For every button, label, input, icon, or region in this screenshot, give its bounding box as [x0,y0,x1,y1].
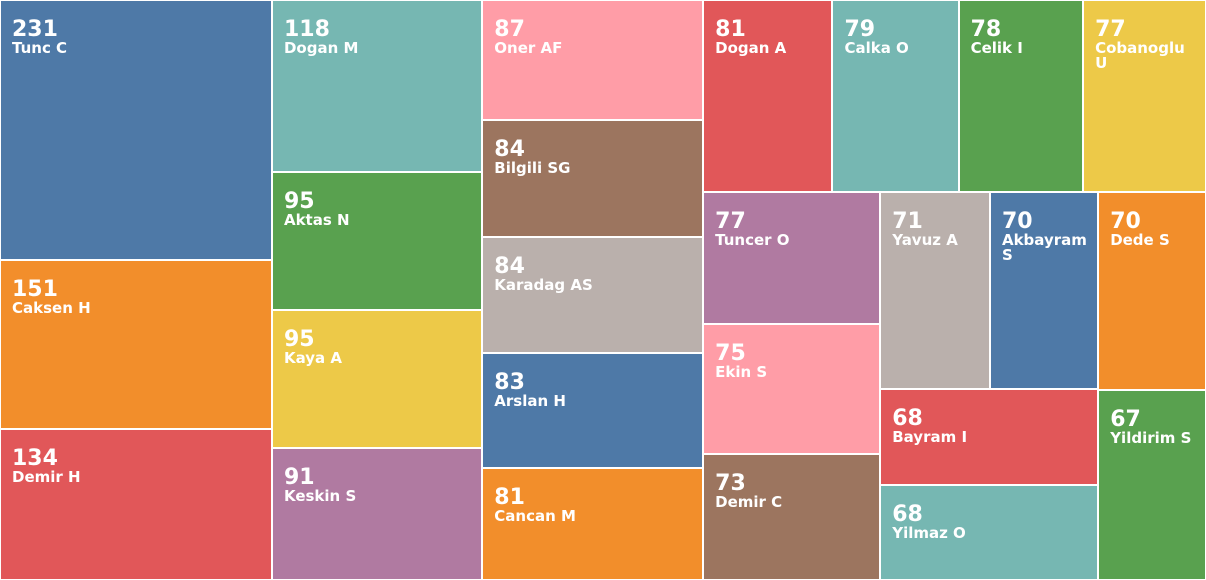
tile: 81 Dogan A [704,1,832,191]
tile-value: 95 [283,326,315,352]
tile-value: 95 [283,188,315,214]
tile-label: Ekin S [715,363,768,382]
tile-value: 68 [892,501,923,527]
tile: 151 Caksen H [1,260,271,429]
tile-value: 87 [494,17,525,42]
tile: 79 Calka O [833,1,958,191]
tile-value: 78 [970,17,1002,42]
tile-label: Calka O [844,39,909,57]
tile: 84 Karadag AS [483,237,703,352]
tile-value: 77 [715,208,746,234]
tile-label: Tunc C [12,39,68,57]
tile-label: Akbayram S [1001,230,1087,264]
tile-label: Dogan A [715,39,787,57]
tile: 81 Cancan M [483,468,703,579]
tile-label: Keskin S [283,486,357,505]
tile: 68 Yilmaz O [881,485,1098,579]
tile-label: Bilgili SG [494,159,571,178]
tile: 73 Demir C [704,454,880,579]
tile-value: 84 [494,137,525,163]
tile-value: 75 [715,341,746,367]
tile-label: Yildirim S [1110,429,1192,447]
tile-label: Dogan M [283,39,359,57]
tile-value: 84 [494,253,525,279]
tile-label: Cobanoglu U [1095,39,1185,72]
tile-value: 83 [494,369,525,395]
tile-label: Tuncer O [715,230,790,249]
tile-label: Dede S [1110,230,1170,249]
tile: 71 Yavuz A [881,192,989,389]
tile-label: Celik I [970,39,1023,57]
tile-value: 81 [715,17,746,42]
tile: 70 Dede S [1099,192,1205,389]
tile: 77 Cobanoglu U [1084,1,1205,191]
tile-value: 118 [283,17,330,42]
tile-label: Yilmaz O [892,523,966,542]
tile-value: 67 [1110,407,1141,432]
tile-label: Arslan H [494,391,566,410]
tile-value: 91 [283,464,315,490]
tile: 87 Oner AF [483,1,703,120]
tile-label: Caksen H [12,298,91,317]
tile-label: Karadag AS [494,275,593,294]
tile-value: 231 [12,17,58,42]
tile-label: Demir H [12,468,81,487]
tile: 83 Arslan H [483,353,703,467]
tile: 118 Dogan M [272,1,482,171]
tile: 70 Akbayram S [990,192,1098,389]
tile-value: 79 [844,17,876,42]
tile-value: 73 [715,470,746,496]
tile-value: 81 [494,484,525,510]
tile-label: Demir C [715,492,783,511]
tile: 78 Celik I [959,1,1083,191]
tile-value: 70 [1110,208,1141,234]
tile: 84 Bilgili SG [483,121,703,236]
tile: 77 Tuncer O [704,192,880,324]
tile-label: Aktas N [283,210,350,229]
tile: 134 Demir H [1,430,271,579]
tile-label: Yavuz A [892,230,958,249]
tile-value: 70 [1001,208,1033,234]
tile-value: 134 [12,446,58,472]
tile-value: 151 [12,276,58,302]
tile: 95 Aktas N [272,172,482,309]
tile: 231 Tunc C [1,1,271,259]
tile-value: 68 [892,406,923,432]
tile: 68 Bayram I [881,390,1098,484]
tile: 67 Yildirim S [1099,391,1205,579]
tile: 95 Kaya A [272,310,482,447]
tile: 91 Keskin S [272,448,482,579]
tile-value: 77 [1095,17,1126,42]
tile-label: Cancan M [494,506,576,525]
tile-label: Oner AF [494,39,563,57]
tile-label: Bayram I [892,428,968,447]
tile-value: 71 [892,208,923,234]
tile-label: Kaya A [283,348,342,367]
tile: 75 Ekin S [704,325,880,453]
